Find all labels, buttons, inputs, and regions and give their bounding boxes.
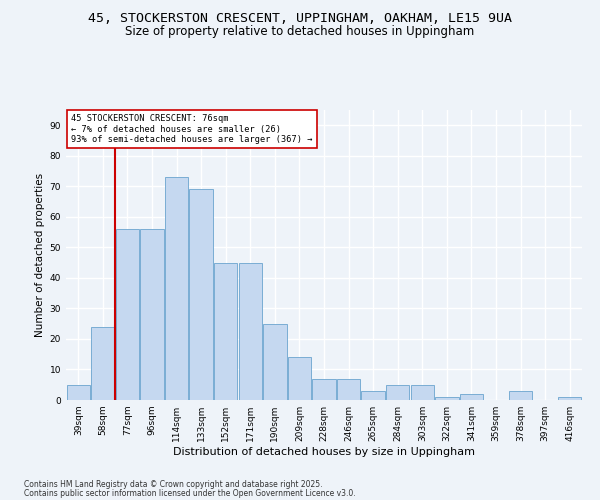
Bar [190,190,213,400]
Bar [263,324,287,400]
Bar [67,384,90,400]
Bar [288,358,311,400]
Bar [386,384,409,400]
Bar [509,391,532,400]
Bar [337,378,360,400]
Bar [239,262,262,400]
Text: 45 STOCKERSTON CRESCENT: 76sqm
← 7% of detached houses are smaller (26)
93% of s: 45 STOCKERSTON CRESCENT: 76sqm ← 7% of d… [71,114,313,144]
Text: Contains public sector information licensed under the Open Government Licence v3: Contains public sector information licen… [24,489,356,498]
Bar [165,177,188,400]
Bar [410,384,434,400]
Bar [140,229,164,400]
Bar [91,326,115,400]
Bar [116,229,139,400]
Text: 45, STOCKERSTON CRESCENT, UPPINGHAM, OAKHAM, LE15 9UA: 45, STOCKERSTON CRESCENT, UPPINGHAM, OAK… [88,12,512,26]
Bar [361,391,385,400]
Bar [558,397,581,400]
Text: Size of property relative to detached houses in Uppingham: Size of property relative to detached ho… [125,25,475,38]
Bar [214,262,238,400]
Bar [460,394,483,400]
Bar [313,378,335,400]
X-axis label: Distribution of detached houses by size in Uppingham: Distribution of detached houses by size … [173,447,475,457]
Y-axis label: Number of detached properties: Number of detached properties [35,173,46,337]
Bar [435,397,458,400]
Text: Contains HM Land Registry data © Crown copyright and database right 2025.: Contains HM Land Registry data © Crown c… [24,480,323,489]
